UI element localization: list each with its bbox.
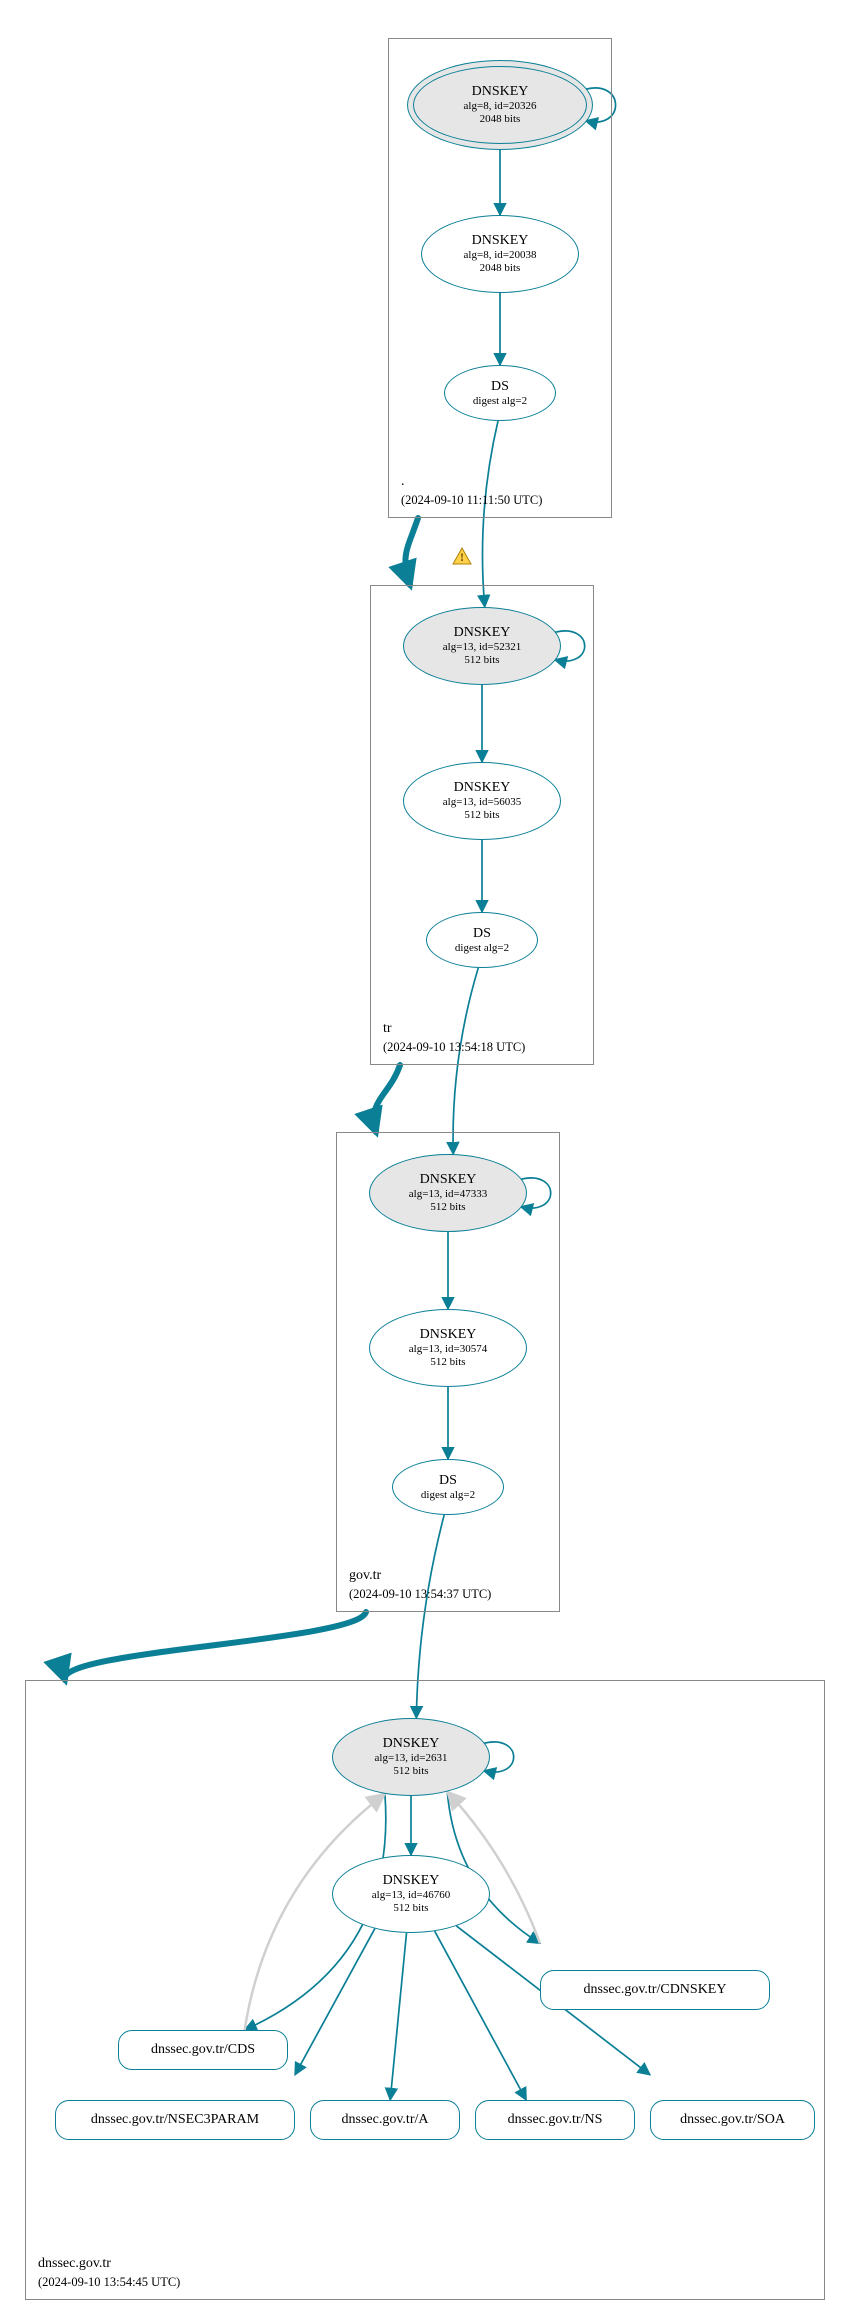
node-rr_soa: dnssec.gov.tr/SOA (650, 2100, 815, 2140)
node-title: DS (491, 379, 509, 395)
zone-timestamp: (2024-09-10 11:11:50 UTC) (401, 492, 542, 510)
node-sub1: alg=8, id=20326 (464, 100, 537, 113)
node-rr_ns: dnssec.gov.tr/NS (475, 2100, 635, 2140)
node-title: DNSKEY (454, 625, 511, 641)
node-title: dnssec.gov.tr/CDNSKEY (584, 1982, 727, 1998)
node-sub2: 512 bits (430, 1201, 465, 1214)
node-title: DNSKEY (383, 1736, 440, 1752)
node-root_zsk: DNSKEYalg=8, id=200382048 bits (421, 215, 579, 293)
node-tr_zsk: DNSKEYalg=13, id=56035512 bits (403, 762, 561, 840)
node-title: dnssec.gov.tr/A (342, 2112, 429, 2128)
node-dn_zsk: DNSKEYalg=13, id=46760512 bits (332, 1855, 490, 1933)
warning-icon: ! (453, 548, 471, 564)
node-gov_ksk: DNSKEYalg=13, id=47333512 bits (369, 1154, 527, 1232)
zone-timestamp: (2024-09-10 13:54:37 UTC) (349, 1586, 491, 1604)
delegation-edge (374, 1065, 400, 1132)
node-sub1: alg=13, id=46760 (372, 1889, 450, 1902)
node-rr_a: dnssec.gov.tr/A (310, 2100, 460, 2140)
node-sub1: alg=13, id=30574 (409, 1343, 487, 1356)
node-title: DS (439, 1473, 457, 1489)
node-sub1: alg=13, id=2631 (375, 1752, 448, 1765)
node-title: DNSKEY (420, 1172, 477, 1188)
node-sub2: 2048 bits (480, 262, 521, 275)
zone-timestamp: (2024-09-10 13:54:18 UTC) (383, 1039, 525, 1057)
node-sub2: 2048 bits (480, 113, 521, 126)
zone-name: tr (383, 1019, 525, 1039)
node-tr_ds: DSdigest alg=2 (426, 912, 538, 968)
node-sub1: alg=13, id=52321 (443, 641, 521, 654)
node-sub2: 512 bits (393, 1902, 428, 1915)
node-sub2: 512 bits (464, 809, 499, 822)
node-title: dnssec.gov.tr/CDS (151, 2042, 255, 2058)
svg-text:!: ! (460, 550, 464, 564)
node-title: dnssec.gov.tr/SOA (680, 2112, 785, 2128)
node-rr_nsec3: dnssec.gov.tr/NSEC3PARAM (55, 2100, 295, 2140)
diagram-canvas: ! .(2024-09-10 11:11:50 UTC)tr(2024-09-1… (0, 0, 843, 2321)
node-sub1: digest alg=2 (455, 942, 509, 955)
node-title: DNSKEY (454, 780, 511, 796)
node-sub1: digest alg=2 (473, 395, 527, 408)
node-rr_cds: dnssec.gov.tr/CDS (118, 2030, 288, 2070)
delegation-edge (65, 1612, 366, 1680)
node-root_ksk: DNSKEYalg=8, id=203262048 bits (407, 60, 593, 150)
node-sub1: alg=13, id=56035 (443, 796, 521, 809)
node-title: DS (473, 926, 491, 942)
node-tr_ksk: DNSKEYalg=13, id=52321512 bits (403, 607, 561, 685)
node-sub1: digest alg=2 (421, 1489, 475, 1502)
node-sub1: alg=13, id=47333 (409, 1188, 487, 1201)
zone-label: tr(2024-09-10 13:54:18 UTC) (383, 1019, 525, 1056)
node-sub2: 512 bits (393, 1765, 428, 1778)
node-title: DNSKEY (420, 1327, 477, 1343)
zone-label: .(2024-09-10 11:11:50 UTC) (401, 472, 542, 509)
zone-label: dnssec.gov.tr(2024-09-10 13:54:45 UTC) (38, 2254, 180, 2291)
zone-name: dnssec.gov.tr (38, 2254, 180, 2274)
node-title: DNSKEY (472, 233, 529, 249)
node-rr_cdnskey: dnssec.gov.tr/CDNSKEY (540, 1970, 770, 2010)
zone-timestamp: (2024-09-10 13:54:45 UTC) (38, 2274, 180, 2292)
node-sub2: 512 bits (464, 654, 499, 667)
node-title: dnssec.gov.tr/NSEC3PARAM (91, 2112, 259, 2128)
node-gov_zsk: DNSKEYalg=13, id=30574512 bits (369, 1309, 527, 1387)
node-gov_ds: DSdigest alg=2 (392, 1459, 504, 1515)
node-title: dnssec.gov.tr/NS (508, 2112, 603, 2128)
zone-label: gov.tr(2024-09-10 13:54:37 UTC) (349, 1566, 491, 1603)
node-title: DNSKEY (383, 1873, 440, 1889)
zone-name: gov.tr (349, 1566, 491, 1586)
node-title: DNSKEY (472, 84, 529, 100)
node-sub1: alg=8, id=20038 (464, 249, 537, 262)
node-dn_ksk: DNSKEYalg=13, id=2631512 bits (332, 1718, 490, 1796)
node-sub2: 512 bits (430, 1356, 465, 1369)
node-root_ds: DSdigest alg=2 (444, 365, 556, 421)
delegation-edge (405, 518, 418, 585)
zone-name: . (401, 472, 542, 492)
